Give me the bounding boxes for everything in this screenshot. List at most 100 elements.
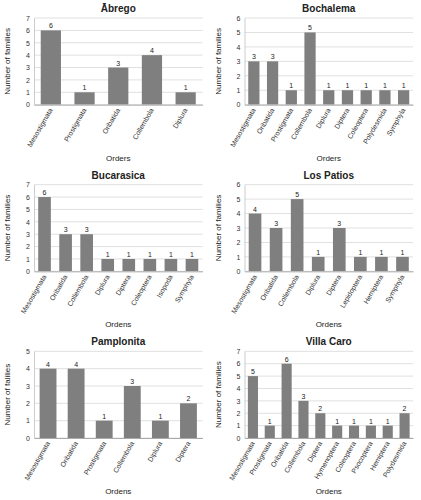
x-axis-line — [35, 271, 204, 272]
bar — [282, 364, 292, 438]
y-tick: 6 — [26, 194, 34, 201]
y-tick-label: 1 — [237, 254, 241, 261]
y-axis-line — [34, 185, 35, 272]
data-label: 5 — [251, 368, 255, 375]
bar — [41, 30, 61, 104]
x-tick-label: Collembola — [112, 440, 136, 474]
y-tick: 4 — [26, 52, 34, 59]
data-label: 1 — [184, 84, 188, 91]
bar — [286, 90, 297, 104]
x-tick: Oribatida — [48, 273, 68, 301]
y-axis-line — [245, 19, 246, 106]
x-tick-label: Isopoda — [155, 273, 174, 299]
bar — [270, 228, 283, 271]
grid-line — [34, 184, 203, 185]
x-tick-label: Diptera — [333, 107, 351, 131]
x-axis-title: Ordens — [105, 487, 131, 496]
data-label: 5 — [308, 24, 312, 31]
x-tick: Diptera — [114, 273, 132, 297]
bar — [315, 413, 325, 438]
grid-line — [34, 368, 203, 369]
y-tick-label: 1 — [26, 89, 30, 96]
x-tick-label: Mesostigmata — [26, 107, 55, 149]
y-tick: 3 — [26, 383, 34, 390]
x-tick-label: Oribatida — [48, 273, 68, 301]
x-axis: MesostigmataOribatidaProstigmataCollembo… — [229, 105, 414, 148]
x-tick: Coleoptera — [130, 273, 154, 307]
x-tick-label: Polydesmida — [381, 440, 408, 479]
y-tick: 5 — [237, 196, 245, 203]
y-tick-label: 6 — [237, 181, 241, 188]
bar — [298, 401, 308, 438]
x-tick: Collembola — [289, 107, 313, 141]
grid — [34, 185, 203, 272]
y-tick-label: 0 — [237, 268, 241, 275]
x-tick: Diplura — [304, 273, 322, 296]
x-tick: Hymenoptera — [313, 440, 341, 480]
x-tick: Symphyla — [174, 273, 196, 304]
y-tick-label: 1 — [237, 87, 241, 94]
data-label: 3 — [302, 393, 306, 400]
x-tick-label: Hemiptera — [362, 273, 385, 305]
x-tick: Diptera — [333, 107, 351, 131]
y-tick-label: 4 — [26, 219, 30, 226]
x-tick-label: Diplura — [171, 107, 189, 130]
data-label: 1 — [402, 82, 406, 89]
y-tick: 2 — [237, 410, 245, 417]
y-axis: 01234567 — [26, 15, 34, 109]
x-tick: Prostigmata — [63, 107, 89, 143]
x-tick-label: Lepidoptera — [339, 273, 364, 309]
y-tick-label: 6 — [237, 15, 241, 22]
x-axis: MesostigmataOribatidaProstigmataCollembo… — [23, 439, 203, 482]
x-tick: Mesostigmata — [20, 273, 49, 315]
y-tick-label: 5 — [237, 29, 241, 36]
y-tick: 1 — [26, 417, 34, 424]
data-label: 3 — [130, 378, 134, 385]
data-labels: 5163211112 — [251, 356, 407, 425]
data-label: 1 — [289, 82, 293, 89]
data-label: 1 — [268, 418, 272, 425]
x-tick: Diplura — [94, 273, 112, 296]
data-label: 1 — [158, 413, 162, 420]
x-tick-label: Symphyla — [385, 107, 407, 138]
bar — [122, 259, 135, 271]
y-axis-line — [245, 185, 246, 272]
bar — [249, 214, 262, 272]
y-axis-title: Number of families — [214, 195, 223, 262]
x-tick: Mesostigmata — [230, 273, 259, 315]
x-tick-label: Oribatida — [255, 107, 275, 135]
x-tick: Oribatida — [255, 107, 275, 135]
grid-line — [245, 400, 414, 401]
bar — [400, 413, 410, 438]
data-label: 3 — [116, 60, 120, 67]
x-tick: Diplura — [146, 440, 164, 463]
grid-line — [245, 213, 414, 214]
y-tick-label: 6 — [26, 194, 30, 201]
data-label: 1 — [83, 84, 87, 91]
y-tick-label: 6 — [237, 360, 241, 367]
y-axis: 0123456 — [237, 15, 245, 109]
grid-line — [245, 256, 414, 257]
data-label: 4 — [74, 361, 78, 368]
x-tick-label: Symphyla — [384, 273, 406, 304]
y-tick-label: 4 — [237, 44, 241, 51]
data-label: 3 — [64, 226, 68, 233]
y-axis: 01234567 — [26, 181, 34, 275]
data-label: 1 — [364, 82, 368, 89]
x-tick: Prostigmata — [82, 440, 108, 476]
data-label: 1 — [369, 418, 373, 425]
chart-svg: MesostigmataProstigmataOribatidaCollembo… — [0, 0, 421, 500]
data-label: 1 — [386, 418, 390, 425]
x-tick-label: Diplura — [304, 273, 322, 296]
y-tick: 0 — [237, 101, 245, 108]
x-tick: Oribatida — [259, 273, 279, 301]
y-tick-label: 3 — [237, 58, 241, 65]
y-axis-line — [245, 352, 246, 439]
bar — [342, 90, 353, 104]
y-tick: 6 — [237, 15, 245, 22]
y-axis: 0123456 — [237, 181, 245, 275]
x-tick: Prostigmata — [248, 440, 274, 476]
y-tick: 5 — [237, 29, 245, 36]
data-label: 3 — [252, 53, 256, 60]
x-tick: Collembola — [66, 273, 90, 307]
